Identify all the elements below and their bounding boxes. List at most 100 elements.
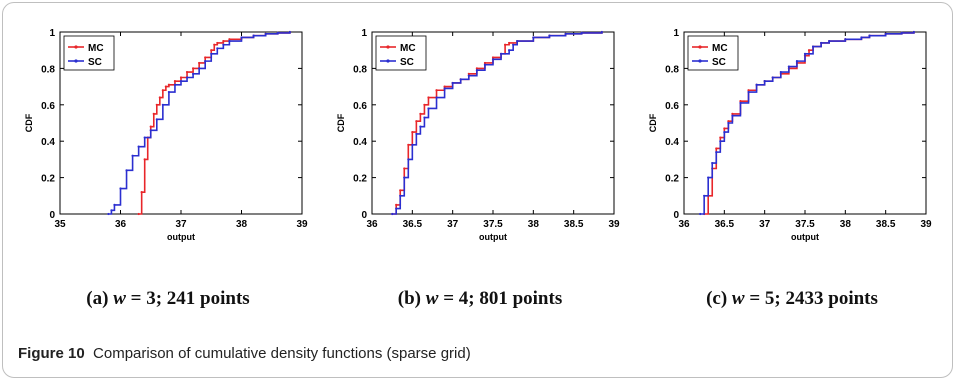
y-tick-label: 0.8	[665, 64, 679, 75]
data-point-mc	[719, 136, 722, 139]
data-point-sc	[155, 118, 158, 121]
legend-marker-sc	[386, 59, 390, 63]
data-point-sc	[483, 63, 487, 66]
data-point-mc	[149, 125, 152, 128]
data-point-mc	[192, 67, 195, 70]
data-point-mc	[173, 80, 177, 83]
data-point-sc	[149, 129, 152, 132]
data-point-mc	[747, 89, 750, 92]
legend-label-sc: SC	[400, 57, 414, 68]
data-point-sc	[395, 207, 398, 210]
y-tick-label: 0.2	[41, 174, 55, 185]
data-point-sc	[868, 34, 871, 37]
data-point-sc	[844, 38, 847, 41]
legend-marker-mc	[386, 45, 390, 49]
data-point-sc	[548, 34, 551, 37]
data-point-mc	[216, 41, 219, 45]
data-point-mc	[467, 72, 470, 75]
legend-label-sc: SC	[712, 57, 726, 68]
data-point-sc	[763, 80, 766, 83]
data-point-sc	[107, 212, 110, 216]
y-tick-label: 0	[361, 210, 367, 221]
data-point-sc	[711, 161, 714, 165]
data-point-sc	[755, 83, 758, 86]
data-point-sc	[173, 83, 177, 86]
data-point-sc	[288, 30, 291, 34]
x-tick-label: 39	[920, 219, 932, 230]
data-point-mc	[739, 100, 742, 103]
data-point-sc	[884, 32, 887, 35]
data-point-sc	[723, 131, 726, 134]
data-point-sc	[403, 176, 406, 179]
y-tick-label: 0.8	[353, 64, 367, 75]
data-point-sc	[803, 52, 807, 55]
x-axis-label: output	[479, 232, 507, 242]
data-point-sc	[228, 40, 231, 43]
data-point-sc	[435, 96, 438, 99]
y-axis-label: CDF	[336, 113, 346, 132]
data-point-sc	[427, 107, 430, 110]
legend-marker-sc	[698, 59, 702, 63]
data-point-sc	[787, 65, 790, 68]
data-point-sc	[185, 76, 189, 79]
x-tick-label: 37	[175, 219, 187, 230]
data-point-mc	[204, 56, 207, 59]
data-point-mc	[727, 120, 730, 123]
data-point-sc	[419, 125, 422, 128]
data-point-mc	[715, 147, 718, 150]
data-point-sc	[110, 209, 113, 212]
x-tick-label: 37.5	[483, 219, 503, 230]
data-point-sc	[252, 34, 255, 37]
x-tick-label: 37	[759, 219, 771, 230]
figure-caption: Figure 10 Comparison of cumulative densi…	[18, 345, 471, 362]
data-point-sc	[161, 103, 164, 106]
y-tick-label: 0	[673, 210, 679, 221]
data-point-sc	[399, 194, 402, 197]
legend-label-mc: MC	[88, 43, 104, 54]
data-point-mc	[140, 191, 143, 194]
y-tick-label: 0.6	[665, 101, 679, 112]
legend-box	[375, 35, 427, 71]
y-tick-label: 0.2	[665, 174, 679, 185]
subcaption-a: (a) w = 3; 241 points	[86, 288, 250, 309]
y-tick-label: 1	[673, 28, 679, 39]
x-tick-label: 38.5	[564, 219, 584, 230]
data-point-sc	[739, 101, 742, 105]
data-point-sc	[820, 41, 823, 45]
y-tick-label: 0.8	[41, 64, 55, 75]
data-point-sc	[192, 72, 195, 75]
legend-box	[63, 35, 115, 71]
data-point-sc	[411, 143, 414, 146]
x-axis-label: output	[167, 232, 195, 242]
data-point-mc	[807, 49, 811, 52]
data-point-sc	[125, 169, 128, 172]
x-tick-label: 36.5	[715, 219, 735, 230]
data-point-sc	[828, 40, 831, 43]
data-point-mc	[228, 38, 231, 41]
y-tick-label: 0.4	[665, 137, 679, 148]
data-point-mc	[164, 85, 167, 88]
data-point-sc	[264, 32, 267, 35]
data-point-mc	[419, 112, 422, 115]
data-point-sc	[860, 36, 863, 39]
data-point-sc	[204, 60, 207, 63]
data-point-mc	[198, 61, 201, 65]
data-point-sc	[415, 132, 418, 136]
data-point-mc	[423, 103, 426, 106]
x-tick-label: 37	[447, 219, 459, 230]
x-axis-label: output	[791, 232, 819, 242]
data-point-mc	[395, 203, 398, 206]
x-tick-label: 39	[608, 219, 620, 230]
data-point-mc	[213, 43, 216, 46]
data-point-sc	[719, 140, 722, 143]
x-tick-label: 38.5	[876, 219, 896, 230]
data-point-mc	[435, 89, 438, 92]
data-point-mc	[411, 131, 414, 134]
legend: MC SC	[375, 35, 427, 71]
legend-marker-mc	[74, 45, 78, 49]
y-tick-label: 0	[49, 210, 55, 221]
data-point-sc	[912, 30, 915, 34]
y-tick-label: 0.4	[353, 137, 367, 148]
data-point-mc	[508, 41, 511, 45]
data-point-mc	[415, 120, 418, 123]
